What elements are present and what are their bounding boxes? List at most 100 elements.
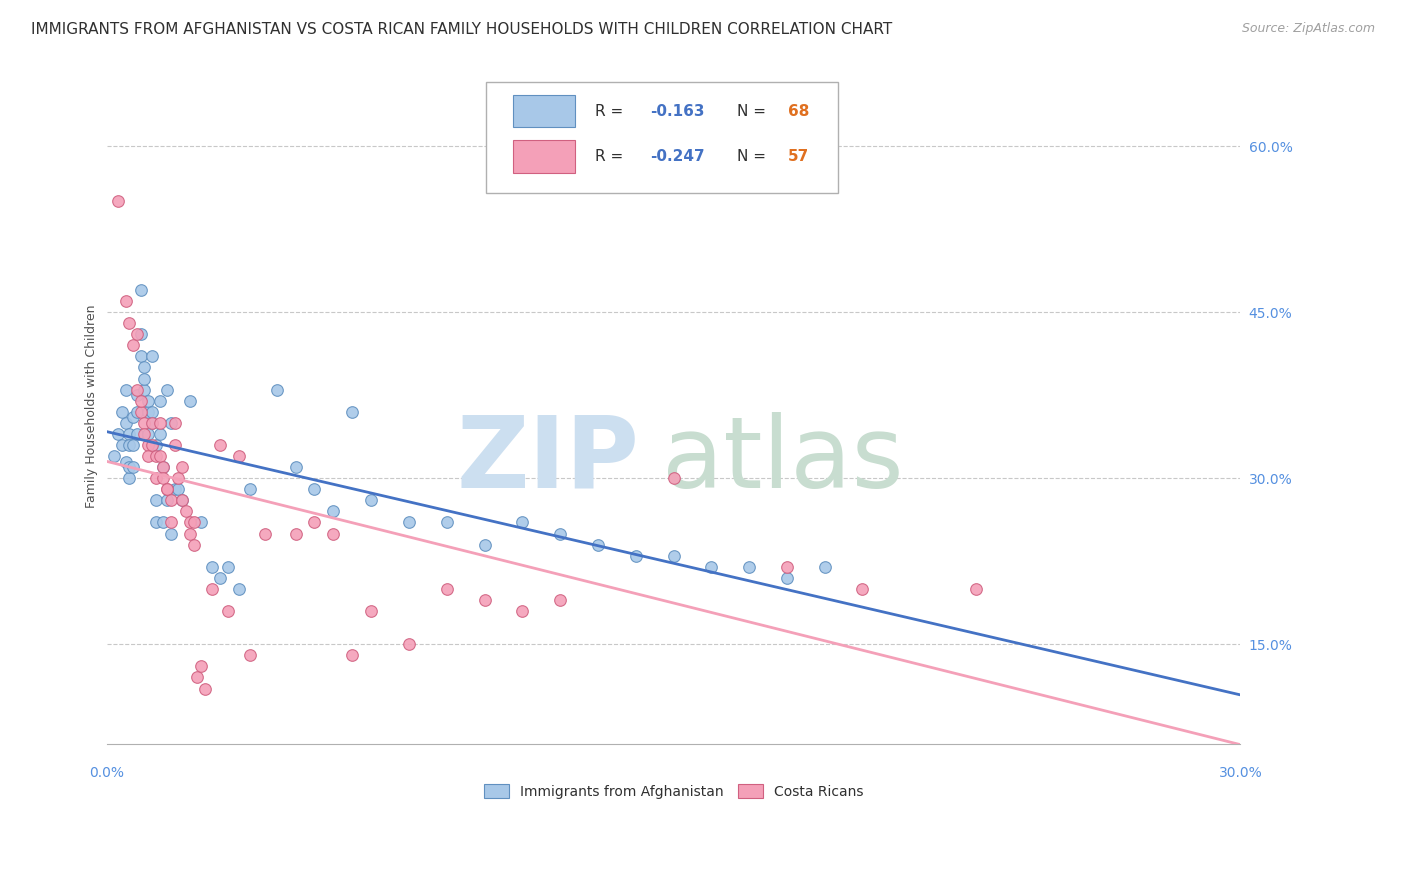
- Point: [512, 516, 534, 530]
- Point: [134, 371, 156, 385]
- Point: [152, 516, 174, 530]
- Point: [201, 559, 224, 574]
- Point: [122, 460, 145, 475]
- Point: [304, 516, 326, 530]
- Point: [136, 393, 159, 408]
- FancyBboxPatch shape: [513, 140, 575, 172]
- Point: [134, 383, 156, 397]
- FancyBboxPatch shape: [513, 95, 575, 128]
- Point: [107, 426, 129, 441]
- Point: [103, 449, 125, 463]
- Point: [136, 405, 159, 419]
- Point: [512, 604, 534, 618]
- Point: [129, 283, 152, 297]
- Point: [148, 416, 170, 430]
- Text: N =: N =: [737, 149, 770, 164]
- Legend: Immigrants from Afghanistan, Costa Ricans: Immigrants from Afghanistan, Costa Rican…: [478, 779, 869, 805]
- Point: [148, 449, 170, 463]
- Point: [183, 516, 205, 530]
- Point: [228, 582, 250, 596]
- Point: [266, 383, 288, 397]
- Point: [217, 604, 239, 618]
- Point: [284, 526, 307, 541]
- Point: [179, 526, 201, 541]
- Text: 57: 57: [787, 149, 810, 164]
- Point: [141, 405, 163, 419]
- Point: [156, 482, 179, 496]
- Point: [586, 538, 609, 552]
- FancyBboxPatch shape: [486, 82, 838, 194]
- Point: [548, 593, 571, 607]
- Point: [183, 538, 205, 552]
- Point: [342, 405, 364, 419]
- Point: [217, 559, 239, 574]
- Point: [662, 549, 685, 563]
- Point: [172, 460, 194, 475]
- Point: [134, 426, 156, 441]
- Point: [436, 582, 458, 596]
- Text: 30.0%: 30.0%: [1219, 766, 1263, 780]
- Point: [134, 360, 156, 375]
- Point: [239, 648, 262, 663]
- Point: [186, 670, 208, 684]
- Point: [738, 559, 761, 574]
- Point: [156, 383, 179, 397]
- Text: atlas: atlas: [662, 412, 904, 508]
- Point: [163, 438, 186, 452]
- Point: [156, 493, 179, 508]
- Text: N =: N =: [737, 103, 770, 119]
- Point: [190, 659, 212, 673]
- Point: [114, 383, 136, 397]
- Point: [152, 471, 174, 485]
- Point: [179, 393, 201, 408]
- Point: [254, 526, 277, 541]
- Text: 0.0%: 0.0%: [89, 766, 124, 780]
- Text: IMMIGRANTS FROM AFGHANISTAN VS COSTA RICAN FAMILY HOUSEHOLDS WITH CHILDREN CORRE: IMMIGRANTS FROM AFGHANISTAN VS COSTA RIC…: [31, 22, 893, 37]
- Point: [114, 454, 136, 468]
- Point: [122, 338, 145, 352]
- Point: [125, 405, 148, 419]
- Text: Source: ZipAtlas.com: Source: ZipAtlas.com: [1241, 22, 1375, 36]
- Point: [851, 582, 873, 596]
- Point: [167, 482, 190, 496]
- Point: [152, 460, 174, 475]
- Point: [141, 438, 163, 452]
- Point: [208, 571, 231, 585]
- Point: [304, 482, 326, 496]
- Point: [129, 393, 152, 408]
- Point: [398, 516, 420, 530]
- Point: [163, 482, 186, 496]
- Point: [360, 604, 382, 618]
- Point: [114, 416, 136, 430]
- Point: [160, 526, 183, 541]
- Point: [134, 416, 156, 430]
- Point: [436, 516, 458, 530]
- Point: [111, 405, 134, 419]
- Point: [322, 504, 344, 518]
- Point: [145, 449, 167, 463]
- Point: [160, 416, 183, 430]
- Point: [322, 526, 344, 541]
- Point: [148, 426, 170, 441]
- Point: [172, 493, 194, 508]
- Point: [194, 681, 217, 696]
- Point: [474, 593, 496, 607]
- Point: [662, 471, 685, 485]
- Point: [125, 426, 148, 441]
- Point: [201, 582, 224, 596]
- Point: [167, 471, 190, 485]
- Point: [700, 559, 723, 574]
- Point: [118, 316, 141, 330]
- Point: [141, 416, 163, 430]
- Point: [342, 648, 364, 663]
- Point: [125, 327, 148, 342]
- Point: [174, 504, 197, 518]
- Point: [136, 426, 159, 441]
- Point: [136, 438, 159, 452]
- Point: [141, 350, 163, 364]
- Point: [398, 637, 420, 651]
- Point: [160, 516, 183, 530]
- Point: [148, 393, 170, 408]
- Point: [145, 516, 167, 530]
- Point: [122, 438, 145, 452]
